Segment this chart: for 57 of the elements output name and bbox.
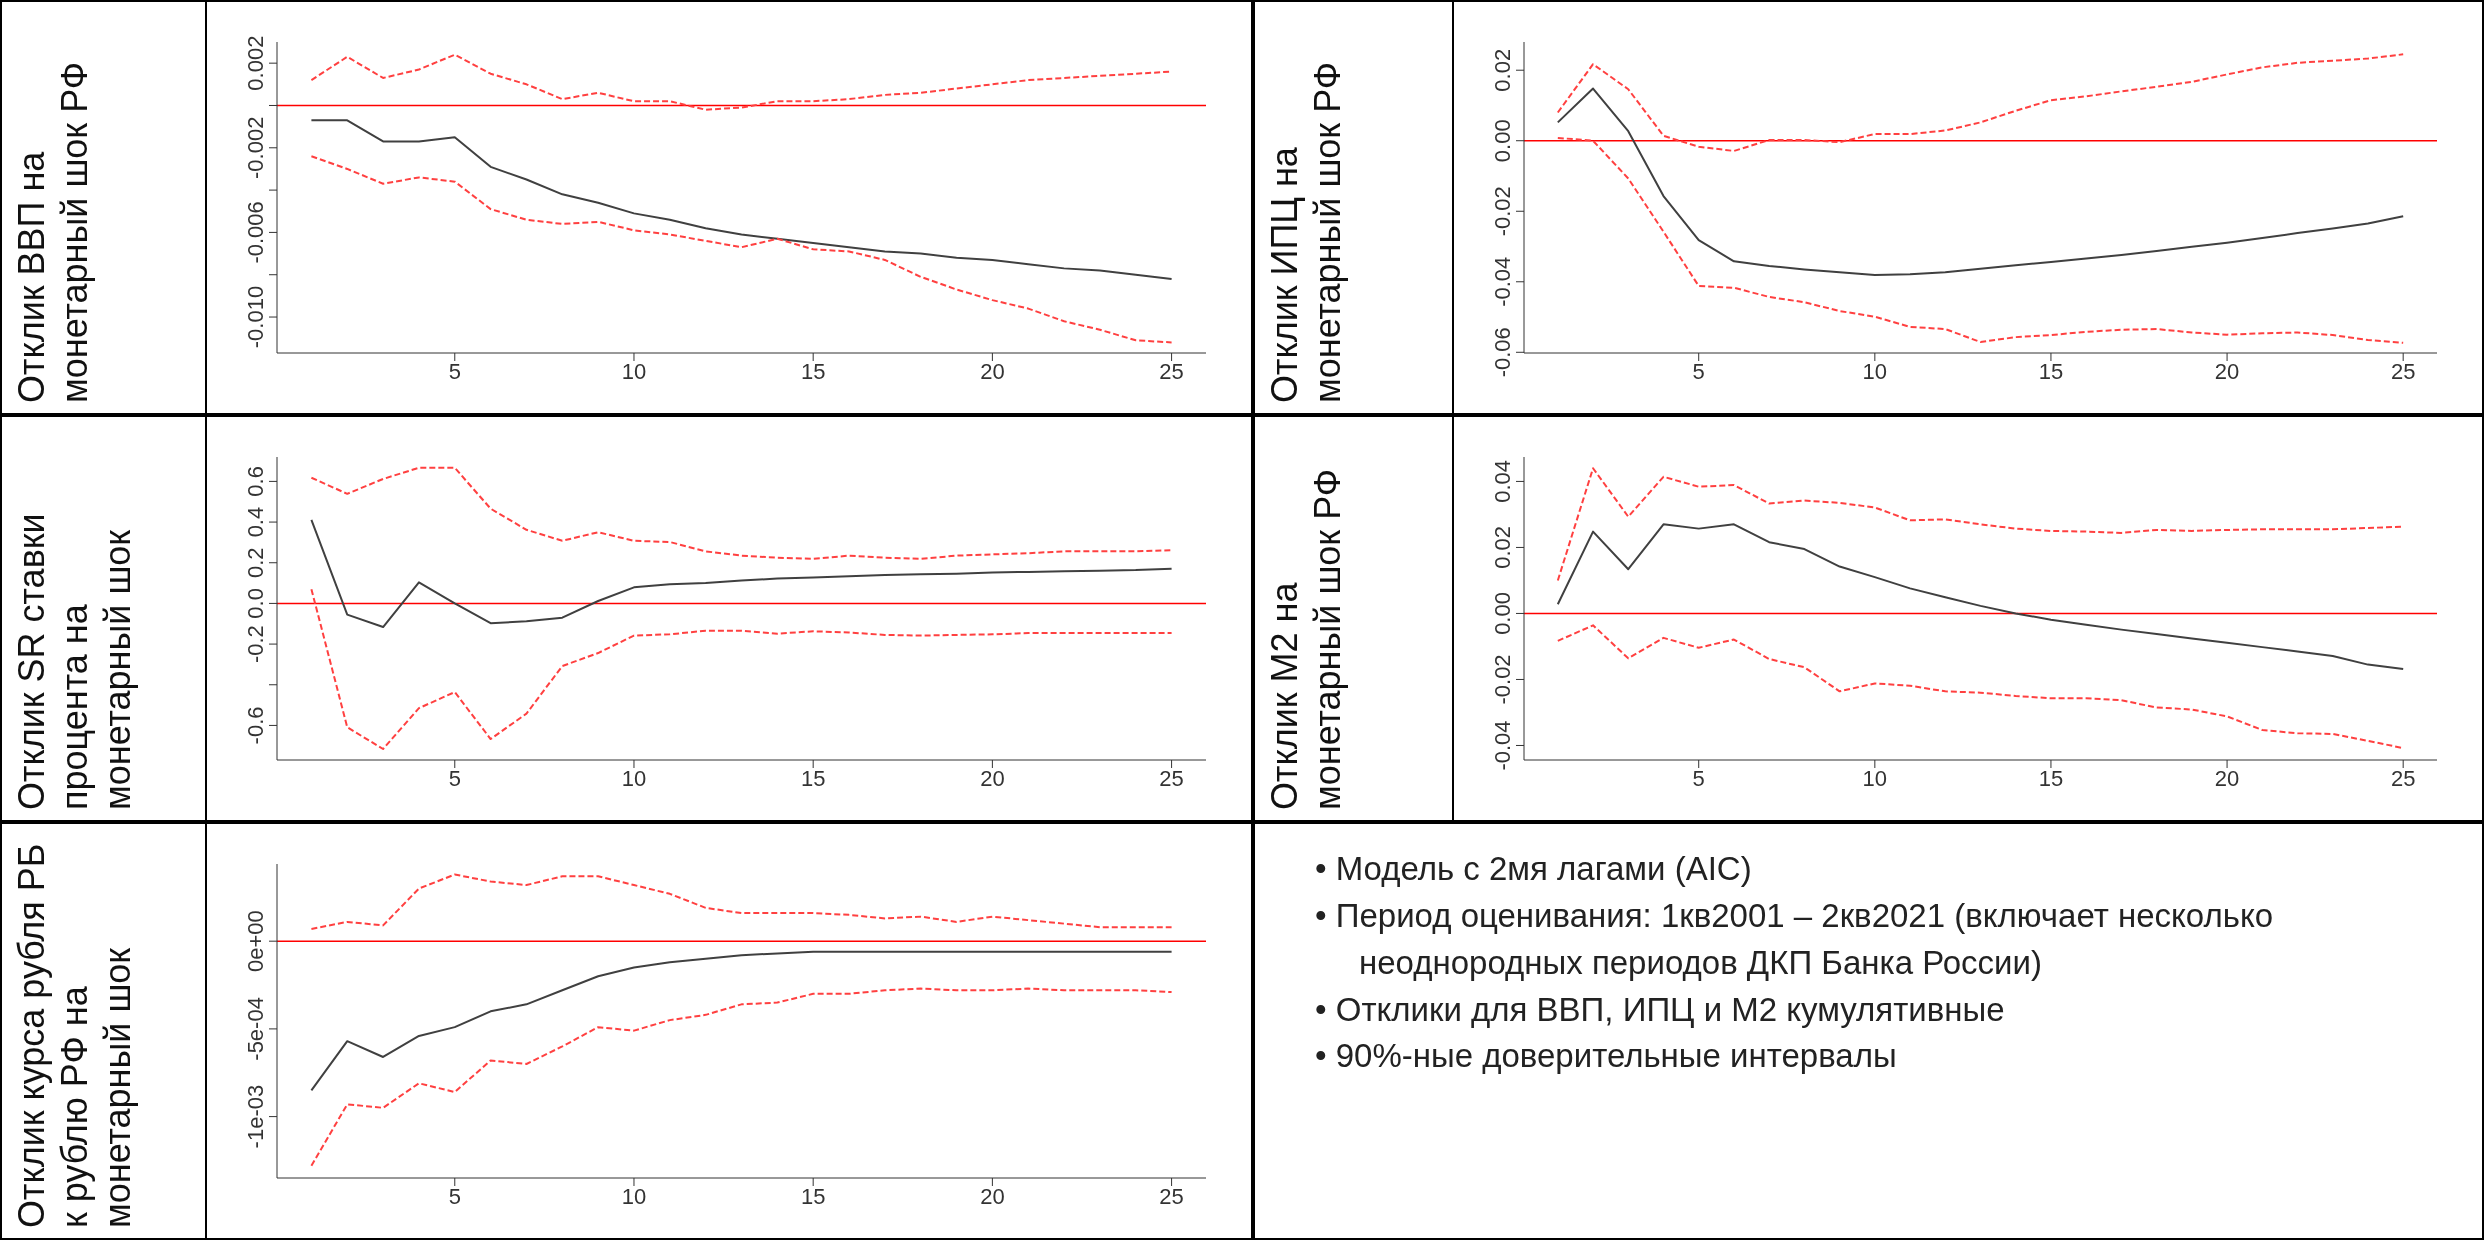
text: • Модель с 2мя лагами (AIC) <box>1315 849 1753 889</box>
x-tick-label: 15 <box>800 358 826 384</box>
y-tick-label: 0.002 <box>243 35 268 91</box>
y-tick-label: -0.002 <box>243 116 268 179</box>
y-tick-label: -5e-04 <box>243 997 268 1061</box>
y-tick-label: 0.00 <box>1490 592 1515 635</box>
y-axis-title: Отклик M2 на монетарный шок РФ <box>1263 467 1350 812</box>
y-tick-label: 0.0 <box>243 588 268 619</box>
y-tick-label: -0.6 <box>243 706 268 745</box>
y-tick-label: 0.6 <box>243 466 268 497</box>
x-tick-label: 5 <box>1692 765 1705 791</box>
y-axis-title: Отклик ВВП на монетарный шок РФ <box>10 60 97 405</box>
y-axis-title: Отклик SR ставки процента на монетарный шок <box>10 512 140 812</box>
x-tick-label: 25 <box>1159 1183 1184 1209</box>
y-tick-label: -0.04 <box>1490 256 1515 307</box>
text: • 90%-ные доверительные интервалы <box>1315 1036 1898 1077</box>
x-tick-label: 5 <box>448 358 461 384</box>
x-tick-label: 15 <box>2038 358 2064 384</box>
x-tick-label: 20 <box>980 765 1005 791</box>
x-tick-label: 5 <box>448 1183 461 1209</box>
x-tick-label: 20 <box>980 358 1005 384</box>
y-tick-label: 0.00 <box>1490 119 1515 163</box>
x-tick-label: 10 <box>1862 765 1888 791</box>
y-tick-label: 0.02 <box>1490 526 1515 569</box>
x-tick-label: 5 <box>1692 358 1705 384</box>
y-tick-label: -0.02 <box>1490 654 1515 705</box>
y-tick-label: -0.06 <box>1490 327 1515 378</box>
y-tick-label: 0.4 <box>243 506 268 538</box>
y-tick-label: 0.04 <box>1490 460 1515 503</box>
x-tick-label: 20 <box>2214 765 2240 791</box>
text: • Отклики для ВВП, ИПЦ и М2 кумулятивные <box>1315 989 2006 1030</box>
y-tick-label: -0.006 <box>243 201 268 264</box>
y-tick-label: -0.02 <box>1490 186 1515 237</box>
x-tick-label: 15 <box>800 1183 826 1209</box>
x-tick-label: 10 <box>1862 358 1888 384</box>
x-tick-label: 10 <box>621 1183 647 1209</box>
x-tick-label: 25 <box>2390 358 2416 384</box>
y-tick-label: -1e-03 <box>243 1084 268 1149</box>
y-tick-label: 0.02 <box>1490 48 1515 92</box>
y-tick-label: 0.2 <box>243 547 268 579</box>
x-tick-label: 25 <box>2390 765 2416 791</box>
x-tick-label: 25 <box>1159 765 1184 791</box>
x-tick-label: 15 <box>2038 765 2064 791</box>
y-tick-label: 0e+00 <box>243 910 268 973</box>
x-tick-label: 5 <box>448 765 461 791</box>
x-tick-label: 10 <box>621 358 647 384</box>
text: • Период оценивания: 1кв2001 – 2кв2021 (включает несколько неоднородных периодов ДКП Банка России) <box>1315 895 2275 983</box>
y-axis-title: Отклик курса рубля РБ к рублю РФ на монетарный шок <box>10 842 140 1230</box>
x-tick-label: 20 <box>2214 358 2240 384</box>
x-tick-label: 10 <box>621 765 647 791</box>
x-tick-label: 20 <box>980 1183 1005 1209</box>
y-tick-label: -0.010 <box>243 285 268 349</box>
y-tick-label: -0.2 <box>243 625 268 664</box>
x-tick-label: 25 <box>1159 358 1184 384</box>
y-axis-title: Отклик ИПЦ на монетарный шок РФ <box>1263 60 1350 405</box>
y-tick-label: -0.04 <box>1490 720 1515 771</box>
x-tick-label: 15 <box>800 765 826 791</box>
